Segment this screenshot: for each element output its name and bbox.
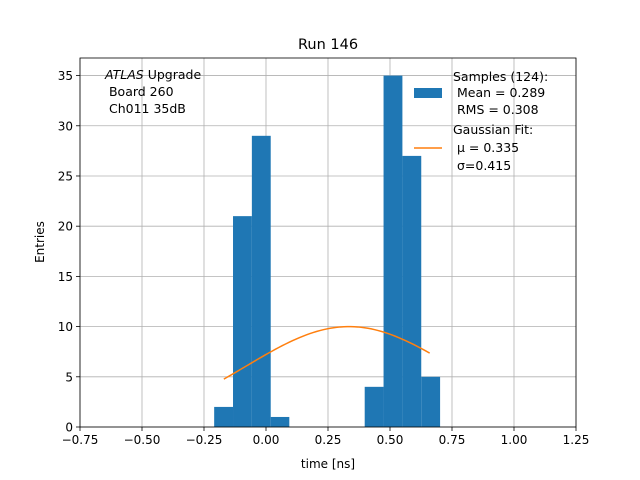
legend-samples-swatch xyxy=(414,88,442,98)
chart-title: Run 146 xyxy=(298,37,358,53)
annotation-upgrade: Upgrade xyxy=(144,67,202,82)
legend-samples-title: Samples (124): xyxy=(453,69,548,84)
x-tick-label: −0.75 xyxy=(62,433,99,447)
y-axis-label: Entries xyxy=(33,221,47,263)
x-tick-label: 1.25 xyxy=(563,433,590,447)
legend-samples-rms: RMS = 0.308 xyxy=(453,102,539,117)
annotation-line-1: ATLAS Upgrade xyxy=(104,67,201,82)
histogram-bar xyxy=(364,386,384,427)
x-tick-label: 1.00 xyxy=(501,433,528,447)
y-tick-label: 10 xyxy=(58,320,73,334)
y-tick-label: 5 xyxy=(65,370,73,384)
annotation-atlas: ATLAS xyxy=(104,67,144,82)
legend-fit-sigma: σ=0.415 xyxy=(453,158,511,173)
gaussian-fit-curve xyxy=(223,325,431,380)
histogram-bar xyxy=(214,406,234,427)
y-tick-label: 25 xyxy=(58,169,73,183)
x-axis-label: time [ns] xyxy=(301,457,355,471)
histogram-bar xyxy=(402,155,422,428)
x-tick-label: −0.50 xyxy=(124,433,161,447)
x-axis-ticks: −0.75 −0.50 −0.25 0.00 0.25 0.50 0.75 1.00 1.25 xyxy=(62,427,590,447)
legend-fit-title: Gaussian Fit: xyxy=(453,122,533,137)
x-tick-label: −0.25 xyxy=(186,433,223,447)
x-tick-label: 0.25 xyxy=(315,433,342,447)
histogram-bar xyxy=(251,135,271,427)
annotation-line-2: Board 260 xyxy=(105,84,174,99)
y-tick-label: 0 xyxy=(65,421,73,435)
x-tick-label: 0.50 xyxy=(377,433,404,447)
y-tick-label: 35 xyxy=(58,69,73,83)
legend-fit-mu: μ = 0.335 xyxy=(453,140,519,155)
annotation-block: ATLAS Upgrade Board 260 Ch011 35dB xyxy=(104,67,201,116)
y-tick-label: 20 xyxy=(58,220,73,234)
y-axis-ticks: 0 5 10 15 20 25 30 35 xyxy=(58,69,80,435)
x-tick-label: 0.00 xyxy=(253,433,280,447)
histogram-bar xyxy=(233,216,252,427)
legend-samples-mean: Mean = 0.289 xyxy=(453,85,545,100)
histogram-bar xyxy=(421,376,441,427)
x-tick-label: 0.75 xyxy=(439,433,466,447)
y-tick-label: 15 xyxy=(58,270,73,284)
histogram-bar xyxy=(383,75,403,428)
annotation-line-3: Ch011 35dB xyxy=(105,101,186,116)
histogram-bar xyxy=(270,416,290,427)
y-tick-label: 30 xyxy=(58,119,73,133)
legend: Samples (124): Mean = 0.289 RMS = 0.308 … xyxy=(414,69,548,173)
